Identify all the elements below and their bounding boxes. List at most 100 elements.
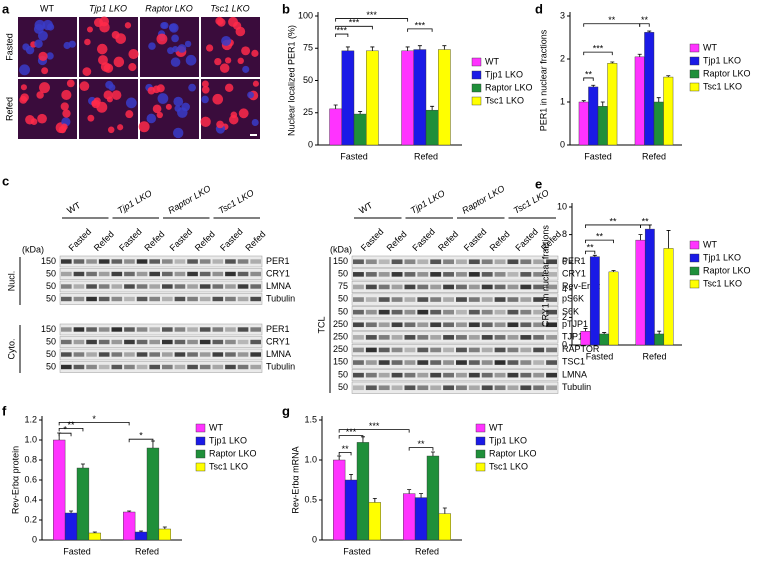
blot-band <box>353 335 364 340</box>
significance-bracket <box>408 447 434 451</box>
significance-label: ** <box>642 216 650 226</box>
blot-strip <box>59 280 263 293</box>
error-bar <box>657 330 662 334</box>
blot-band <box>225 271 236 277</box>
genotype-label: Tsc1 LKO <box>217 188 256 216</box>
blot-strip <box>351 268 559 281</box>
genotype-label: Raptor LKO <box>460 183 506 215</box>
nucleus <box>37 113 47 124</box>
y-tick-label: 0 <box>308 139 313 149</box>
marker: 150 <box>333 256 348 266</box>
nucleus <box>36 91 44 99</box>
panel-letter: e <box>535 176 542 191</box>
blot-band <box>443 322 454 328</box>
blot-band <box>546 297 557 302</box>
bar <box>663 248 674 346</box>
nucleus <box>20 93 29 102</box>
nucleus <box>34 39 43 49</box>
y-tick-label: 100 <box>298 10 313 20</box>
genotype-label: Tjp1 LKO <box>409 188 447 216</box>
legend-label: Tjp1 LKO <box>209 435 247 445</box>
nucleus <box>242 65 250 73</box>
blot-band <box>417 309 429 315</box>
blot-band <box>225 352 236 357</box>
nucleus <box>99 22 110 33</box>
blot-band <box>187 271 198 277</box>
blot-band <box>111 296 123 302</box>
blot-band <box>378 360 390 365</box>
blot-band <box>174 352 186 357</box>
blot-band <box>391 284 403 290</box>
y-tick-label: 1.2 <box>24 414 37 424</box>
blot-band <box>162 339 173 345</box>
blot-band <box>212 364 224 370</box>
blot-band <box>456 360 467 365</box>
significance-bracket <box>583 51 613 56</box>
blot-band <box>533 272 545 277</box>
error-bar <box>69 510 74 513</box>
legend-label: Tjp1 LKO <box>485 69 523 79</box>
bar <box>663 76 674 146</box>
error-bar <box>602 332 607 334</box>
blot-band <box>507 347 519 353</box>
bar <box>329 108 342 146</box>
significance-label: * <box>139 431 143 441</box>
blot-band <box>353 360 364 365</box>
lane-label: Fasted <box>462 227 489 254</box>
blot-band <box>237 296 249 302</box>
bar <box>426 455 440 541</box>
blot-band <box>404 322 416 328</box>
blot-band <box>391 385 403 391</box>
blot-band <box>61 296 72 302</box>
significance-bracket <box>585 239 614 244</box>
blot-band <box>430 322 442 328</box>
blot-band <box>481 372 493 378</box>
band-label: Tubulin <box>266 293 295 303</box>
nucleus <box>224 83 234 93</box>
error-bar <box>581 100 586 102</box>
band-label: Tubulin <box>562 382 591 392</box>
blot-band <box>111 339 123 345</box>
blot-band <box>404 297 416 302</box>
blot-band <box>98 339 110 345</box>
significance-bracket <box>639 23 650 27</box>
nucleus <box>200 116 211 127</box>
nucleus <box>216 120 224 129</box>
legend-swatch <box>689 266 700 276</box>
blot-band <box>73 259 85 264</box>
blot-band <box>520 284 532 290</box>
nucleus <box>124 22 132 29</box>
nucleus <box>61 89 72 101</box>
lane-label: Fasted <box>117 227 144 254</box>
band-label: TJP1 <box>562 331 583 341</box>
blot-band <box>456 259 467 265</box>
blot-band <box>225 259 236 264</box>
nucleus <box>177 44 187 53</box>
blot-band <box>353 385 364 391</box>
significance-bracket <box>338 435 364 439</box>
marker: 50 <box>46 293 56 303</box>
marker: 50 <box>46 336 56 346</box>
blot-band <box>86 327 97 332</box>
bar <box>654 333 665 346</box>
row-label: Refed <box>4 97 14 121</box>
significance-label: * <box>63 425 67 435</box>
blot-band <box>250 327 261 332</box>
blot-band <box>481 284 493 290</box>
blot-strip <box>351 356 559 369</box>
blot-band <box>430 309 442 315</box>
blot-band <box>124 352 135 357</box>
blot-band <box>456 335 467 340</box>
bar <box>356 442 370 541</box>
band-label: PER1 <box>266 324 290 334</box>
nucleus <box>251 49 259 57</box>
blot-band <box>378 385 390 391</box>
blot-band <box>404 347 416 353</box>
nucleus <box>111 31 120 39</box>
blot-band <box>136 296 148 302</box>
y-tick-label: 0.2 <box>24 514 37 524</box>
blot-band <box>546 284 557 290</box>
blot-band <box>378 297 390 302</box>
significance-bracket <box>335 25 373 30</box>
blot-band <box>533 259 545 265</box>
